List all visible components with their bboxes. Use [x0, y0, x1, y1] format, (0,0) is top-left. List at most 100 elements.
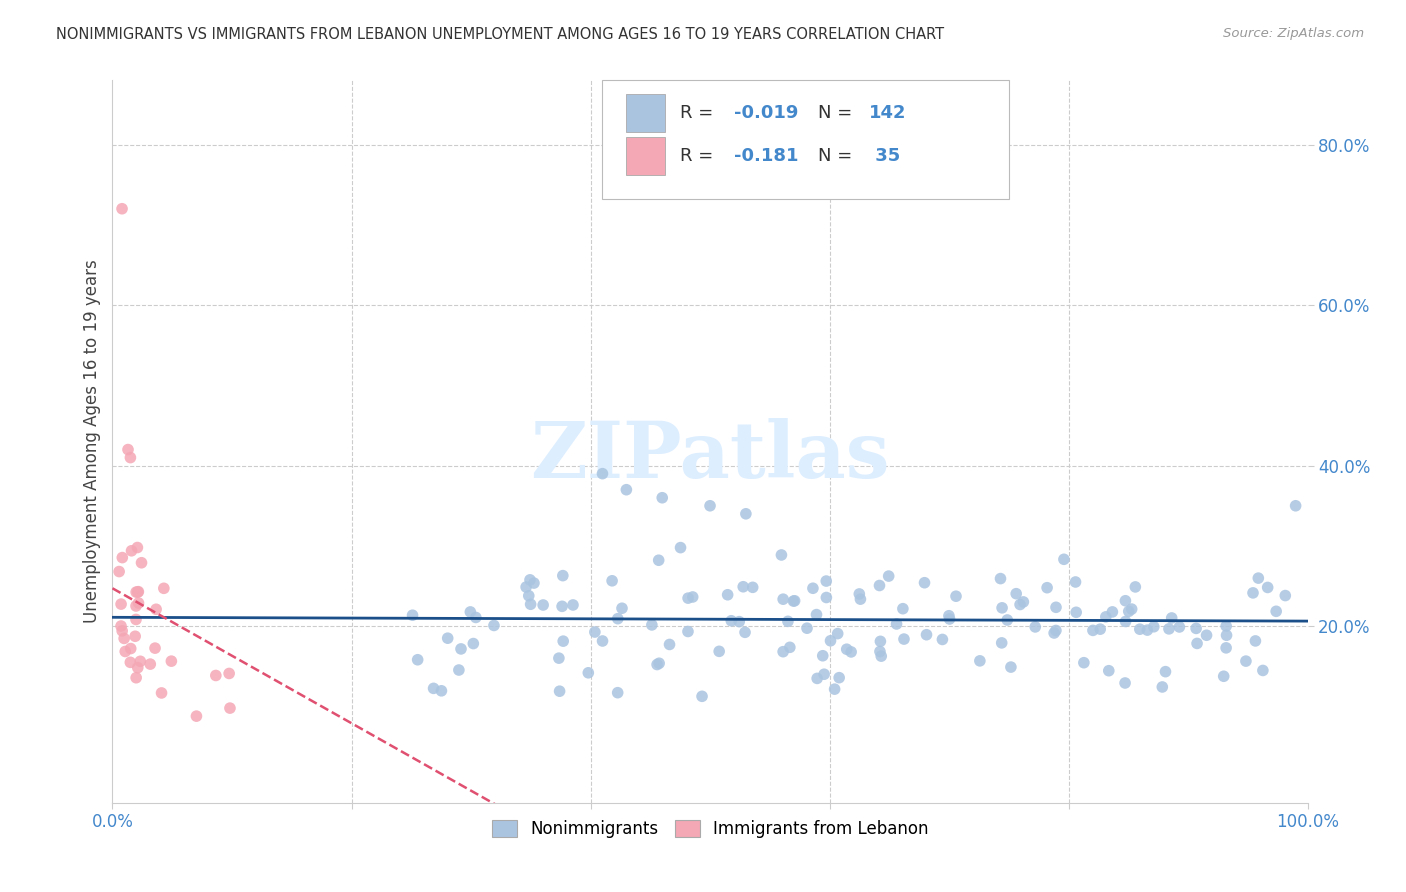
Point	[464, 610, 486, 624]
Point	[143, 641, 166, 656]
Point	[1157, 622, 1180, 636]
Point	[436, 631, 458, 645]
Point	[815, 574, 838, 588]
Point	[121, 543, 143, 558]
Point	[1073, 656, 1095, 670]
Point	[160, 654, 183, 668]
Point	[682, 590, 704, 604]
Point	[616, 483, 638, 497]
Point	[1114, 676, 1136, 690]
Point	[931, 632, 953, 647]
Point	[460, 605, 482, 619]
Point	[551, 599, 574, 614]
Point	[150, 686, 173, 700]
Point	[770, 548, 793, 562]
Point	[1212, 669, 1234, 683]
Point	[592, 634, 614, 648]
Text: 35: 35	[869, 147, 900, 165]
Point	[219, 701, 242, 715]
Point	[1143, 620, 1166, 634]
Point	[690, 690, 713, 704]
Point	[1274, 589, 1296, 603]
FancyBboxPatch shape	[603, 80, 1010, 200]
Point	[110, 597, 132, 611]
Point	[111, 202, 134, 216]
Text: N =: N =	[818, 103, 858, 122]
Point	[914, 575, 936, 590]
Point	[870, 649, 893, 664]
Point	[1010, 598, 1032, 612]
Point	[1123, 580, 1146, 594]
Point	[651, 491, 673, 505]
Point	[848, 587, 870, 601]
Point	[1101, 605, 1123, 619]
Point	[779, 640, 801, 655]
Point	[1265, 604, 1288, 618]
Point	[482, 618, 505, 632]
Point	[127, 584, 149, 599]
Point	[1094, 610, 1116, 624]
Point	[1036, 581, 1059, 595]
Point	[645, 657, 668, 672]
Point	[699, 499, 721, 513]
Point	[125, 599, 148, 613]
Point	[995, 613, 1018, 627]
Point	[1168, 620, 1191, 634]
Point	[1234, 654, 1257, 668]
Point	[1247, 571, 1270, 585]
Point	[125, 612, 148, 626]
Text: -0.181: -0.181	[734, 147, 799, 165]
Point	[806, 607, 828, 622]
Point	[801, 581, 824, 595]
Point	[1114, 593, 1136, 607]
Point	[734, 625, 756, 640]
Point	[1185, 636, 1208, 650]
Point	[796, 621, 818, 635]
Point	[1064, 605, 1087, 619]
Point	[813, 667, 835, 681]
Y-axis label: Unemployment Among Ages 16 to 19 years: Unemployment Among Ages 16 to 19 years	[83, 260, 101, 624]
Point	[1257, 581, 1279, 595]
Point	[120, 450, 142, 465]
Point	[735, 507, 758, 521]
Point	[1064, 574, 1087, 589]
Point	[839, 645, 862, 659]
Point	[108, 565, 131, 579]
Point	[1043, 626, 1066, 640]
Point	[1241, 586, 1264, 600]
Point	[648, 657, 671, 671]
Point	[945, 589, 967, 603]
Point	[1005, 587, 1028, 601]
Point	[110, 619, 132, 633]
Point	[548, 651, 571, 665]
Point	[647, 553, 669, 567]
Point	[447, 663, 470, 677]
Point	[606, 612, 628, 626]
Point	[1081, 624, 1104, 638]
Point	[515, 580, 537, 594]
Point	[733, 580, 755, 594]
Text: N =: N =	[818, 147, 858, 165]
Point	[1195, 628, 1218, 642]
Point	[811, 648, 834, 663]
Point	[990, 636, 1012, 650]
Point	[1121, 602, 1143, 616]
Point	[938, 608, 960, 623]
Point	[717, 588, 740, 602]
Point	[815, 591, 838, 605]
Point	[205, 668, 228, 682]
Point	[111, 624, 134, 638]
Point	[877, 569, 900, 583]
Point	[1045, 624, 1067, 638]
Point	[849, 592, 872, 607]
Point	[824, 682, 846, 697]
Point	[969, 654, 991, 668]
Point	[728, 615, 751, 629]
Point	[129, 654, 152, 668]
Point	[641, 618, 664, 632]
Point	[576, 665, 599, 680]
Point	[548, 684, 571, 698]
Text: 142: 142	[869, 103, 907, 122]
Point	[1154, 665, 1177, 679]
Point	[1251, 664, 1274, 678]
